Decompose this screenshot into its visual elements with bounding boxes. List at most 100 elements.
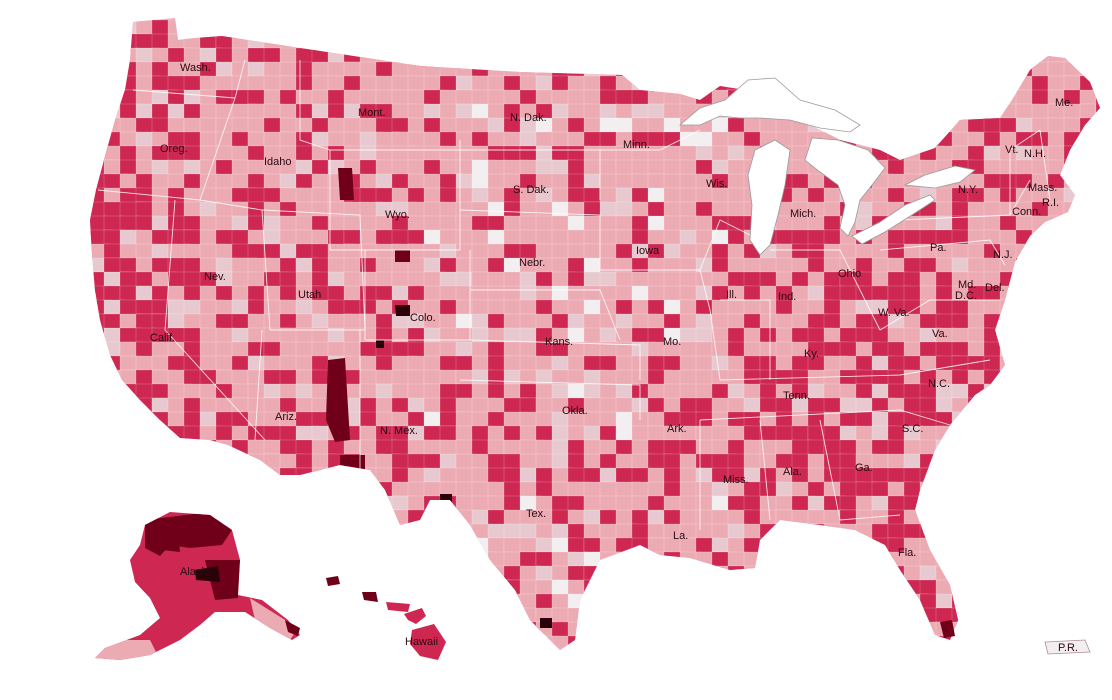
county-cell — [1015, 89, 1034, 105]
county-cell — [775, 355, 793, 372]
county-cell — [343, 131, 362, 149]
county-cell — [327, 215, 347, 233]
state-label-kans: Kans. — [545, 336, 573, 348]
county-cell — [1063, 75, 1083, 91]
state-label-ark: Ark. — [667, 423, 687, 435]
county-cell — [439, 467, 459, 483]
state-label-nj: N.J. — [993, 249, 1013, 261]
county-cell — [439, 215, 457, 231]
county-cell — [279, 61, 298, 77]
county-cell — [167, 187, 187, 204]
dark-county-patch — [376, 340, 384, 348]
county-cell — [647, 229, 666, 245]
county-cell — [743, 257, 762, 275]
county-cell — [839, 243, 857, 259]
state-label-pa: Pa. — [930, 242, 947, 254]
county-cell — [823, 299, 843, 315]
state-label-utah: Utah — [298, 289, 321, 301]
state-label-ill: Ill. — [726, 289, 737, 301]
county-cell — [983, 187, 1001, 203]
county-cell — [551, 103, 570, 119]
county-cell — [167, 285, 186, 301]
state-label-vt: Vt. — [1005, 144, 1018, 156]
state-label-del: Del. — [985, 282, 1005, 294]
county-cell — [471, 341, 490, 358]
county-cell — [871, 285, 889, 301]
county-cell — [375, 369, 395, 385]
county-cell — [343, 215, 363, 233]
county-cell — [727, 131, 745, 147]
state-label-ind: Ind. — [778, 291, 796, 303]
dark-county-patch — [540, 618, 552, 628]
state-label-iowa: Iowa — [636, 245, 660, 257]
dark-county-patch — [338, 168, 354, 200]
dark-county-patch — [395, 250, 410, 262]
state-label-ndak: N. Dak. — [510, 112, 547, 124]
state-label-sc: S.C. — [902, 423, 923, 435]
county-cell — [599, 425, 617, 443]
county-cell — [839, 383, 859, 399]
state-label-mass: Mass. — [1028, 182, 1057, 194]
state-label-me: Me. — [1055, 97, 1073, 109]
county-cell — [407, 369, 425, 387]
county-cell — [295, 355, 313, 372]
county-cell — [455, 411, 474, 429]
county-cell — [647, 523, 665, 539]
county-cell — [167, 369, 187, 385]
county-cell — [167, 117, 185, 133]
state-label-fla: Fla. — [898, 547, 916, 559]
county-cell — [167, 313, 186, 329]
county-cell — [871, 383, 890, 401]
county-cell — [167, 75, 186, 92]
county-cell — [423, 103, 441, 121]
county-cell — [519, 299, 538, 315]
county-cell — [311, 341, 330, 359]
state-label-mont: Mont. — [358, 107, 386, 119]
state-label-tenn: Tenn. — [783, 390, 810, 402]
county-cell — [647, 397, 665, 414]
county-cell — [871, 453, 889, 470]
county-cell — [391, 481, 411, 497]
county-cell — [199, 383, 219, 400]
county-cell — [823, 215, 842, 231]
county-cell — [631, 285, 649, 302]
county-cell — [695, 495, 714, 512]
county-cell — [583, 187, 601, 203]
county-cell — [935, 341, 955, 358]
state-label-miss: Miss. — [723, 474, 749, 486]
county-cell — [759, 453, 777, 470]
county-cell — [711, 495, 731, 513]
county-cell — [199, 131, 217, 148]
county-cell — [215, 425, 234, 442]
county-cell — [855, 495, 873, 512]
county-cell — [231, 369, 249, 386]
state-label-wis: Wis. — [706, 178, 727, 190]
county-cell — [983, 131, 1001, 147]
state-label-calif: Calif. — [150, 332, 175, 344]
county-cell — [423, 369, 443, 385]
state-label-mo: Mo. — [663, 336, 681, 348]
county-cell — [615, 355, 635, 372]
county-cell — [535, 89, 553, 106]
state-label-idaho: Idaho — [264, 156, 292, 168]
county-cell — [279, 257, 297, 274]
county-cell — [567, 383, 586, 399]
state-label-nc: N.C. — [928, 378, 950, 390]
county-cell — [279, 201, 299, 218]
state-label-ala: Ala. — [783, 466, 802, 478]
county-cell — [423, 453, 442, 470]
county-cell — [807, 257, 827, 275]
county-cell — [231, 285, 251, 302]
county-cell — [727, 397, 746, 415]
county-cell — [455, 215, 474, 232]
state-label-nebr: Nebr. — [519, 257, 545, 269]
county-cell — [631, 215, 651, 233]
state-label-oreg: Oreg. — [160, 143, 188, 155]
county-cell — [199, 173, 219, 191]
state-label-ky: Ky. — [804, 348, 819, 360]
county-cell — [455, 439, 474, 457]
county-cell — [807, 383, 827, 400]
county-cell — [519, 201, 539, 219]
county-cell — [247, 425, 266, 441]
